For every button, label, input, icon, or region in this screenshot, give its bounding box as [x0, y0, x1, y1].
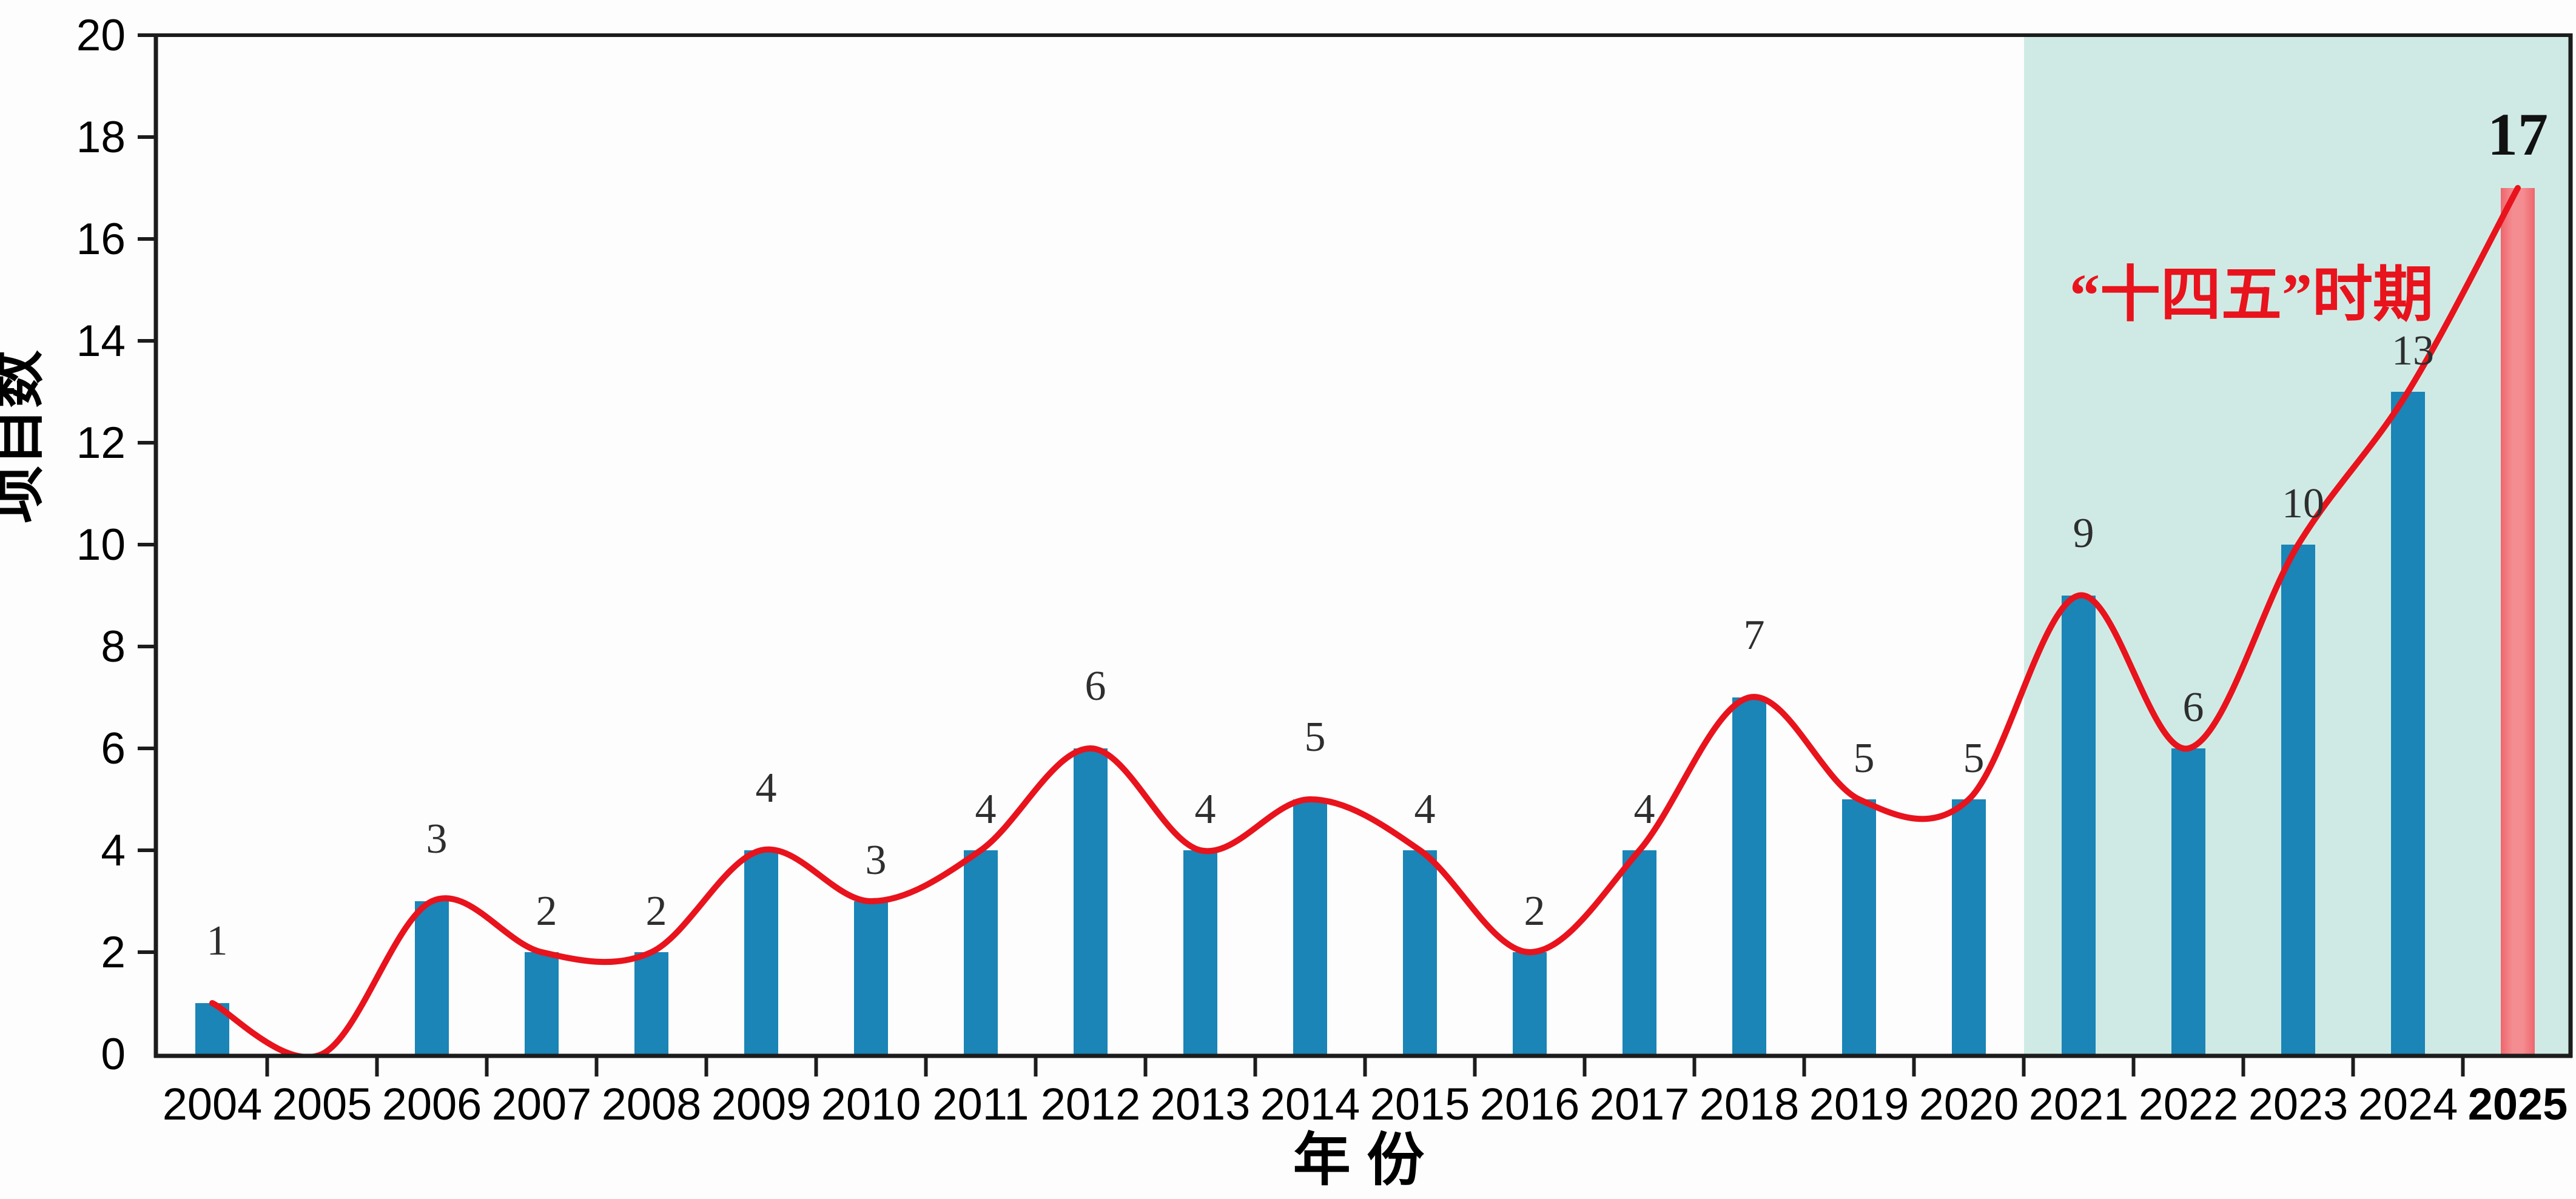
- bar-2013: [1183, 850, 1217, 1056]
- x-tick-label-2018: 2018: [1700, 1079, 1800, 1129]
- value-label-2018: 7: [1744, 612, 1765, 659]
- trend-line: [209, 185, 2521, 1056]
- bar-2010: [854, 901, 888, 1056]
- value-label-2011: 4: [975, 786, 997, 833]
- bar-2011: [964, 850, 998, 1056]
- x-tick-label-2008: 2008: [602, 1079, 702, 1129]
- x-tick-label-2009: 2009: [711, 1079, 812, 1129]
- x-tick-label-2010: 2010: [821, 1079, 921, 1129]
- value-label-2020: 5: [1963, 735, 1985, 782]
- bar-2018: [1732, 697, 1766, 1056]
- bar-2014: [1293, 799, 1327, 1056]
- value-label-2017: 4: [1634, 786, 1655, 833]
- y-tick-label-10: 10: [76, 520, 126, 569]
- trend-line-layer: [209, 185, 2521, 1056]
- x-tick-label-2025: 2025: [2468, 1079, 2568, 1129]
- x-axis-title: 年 份: [1293, 1128, 1424, 1192]
- y-tick-label-14: 14: [76, 317, 126, 366]
- x-tick-label-2021: 2021: [2029, 1079, 2129, 1129]
- value-label-2010: 3: [866, 837, 887, 884]
- bar-2008: [634, 952, 668, 1056]
- x-tick-label-2012: 2012: [1041, 1079, 1141, 1129]
- x-tick-label-2004: 2004: [163, 1079, 263, 1129]
- x-tick-label-2013: 2013: [1151, 1079, 1251, 1129]
- bar-2007: [525, 952, 559, 1056]
- value-label-2024: 13: [2392, 327, 2434, 374]
- bar-2012: [1074, 748, 1108, 1056]
- y-tick-label-4: 4: [101, 826, 126, 875]
- bar-2009: [744, 850, 778, 1056]
- y-tick-label-12: 12: [76, 418, 126, 468]
- value-label-2006: 3: [426, 816, 448, 862]
- x-tick-label-2015: 2015: [1370, 1079, 1470, 1129]
- bar-2017: [1623, 850, 1656, 1056]
- y-tick-label-0: 0: [101, 1030, 126, 1079]
- x-tick-label-2024: 2024: [2358, 1079, 2458, 1129]
- value-label-2008: 2: [646, 888, 667, 935]
- bar-2023: [2281, 545, 2315, 1056]
- bar-2021: [2062, 596, 2096, 1056]
- x-tick-label-2022: 2022: [2139, 1079, 2239, 1129]
- highlight-region-label: “十四五”时期: [2070, 261, 2433, 329]
- value-label-2019: 5: [1854, 735, 1875, 782]
- bar-2022: [2171, 748, 2205, 1056]
- value-label-2023: 10: [2282, 480, 2324, 527]
- bars-layer: [195, 188, 2535, 1056]
- value-label-2015: 4: [1414, 786, 1436, 833]
- value-label-2021: 9: [2073, 510, 2094, 557]
- bar-2024: [2391, 392, 2425, 1056]
- y-tick-label-8: 8: [101, 622, 126, 671]
- value-label-2013: 4: [1195, 786, 1216, 833]
- x-tick-label-2006: 2006: [382, 1079, 482, 1129]
- bar-2016: [1513, 952, 1547, 1056]
- value-label-2004: 1: [207, 918, 228, 964]
- y-tick-label-18: 18: [76, 113, 126, 162]
- value-label-2016: 2: [1524, 888, 1545, 935]
- y-tick-label-16: 16: [76, 215, 126, 264]
- value-label-2009: 4: [756, 765, 777, 811]
- y-axis-title: 项目数: [0, 350, 49, 523]
- value-label-2022: 6: [2183, 684, 2204, 731]
- x-tick-label-2007: 2007: [492, 1079, 592, 1129]
- value-label-2014: 5: [1305, 714, 1326, 761]
- value-label-2012: 6: [1085, 663, 1106, 710]
- x-tick-label-2019: 2019: [1809, 1079, 1909, 1129]
- value-label-2025: 17: [2487, 101, 2548, 168]
- x-tick-label-2016: 2016: [1480, 1079, 1580, 1129]
- x-tick-label-2005: 2005: [272, 1079, 372, 1129]
- bar-2019: [1842, 799, 1876, 1056]
- bar-2006: [415, 901, 449, 1056]
- x-tick-label-2020: 2020: [1919, 1079, 2019, 1129]
- y-tick-label-2: 2: [101, 928, 126, 977]
- bar-2025: [2501, 188, 2535, 1056]
- y-tick-label-6: 6: [101, 724, 126, 773]
- x-tick-label-2023: 2023: [2248, 1079, 2349, 1129]
- x-tick-label-2011: 2011: [932, 1079, 1029, 1129]
- bar-2015: [1403, 850, 1437, 1056]
- bar-2020: [1952, 799, 1986, 1056]
- y-tick-label-20: 20: [76, 11, 126, 60]
- value-label-2007: 2: [536, 888, 557, 935]
- x-tick-label-2017: 2017: [1590, 1079, 1690, 1129]
- x-tick-label-2014: 2014: [1260, 1079, 1360, 1129]
